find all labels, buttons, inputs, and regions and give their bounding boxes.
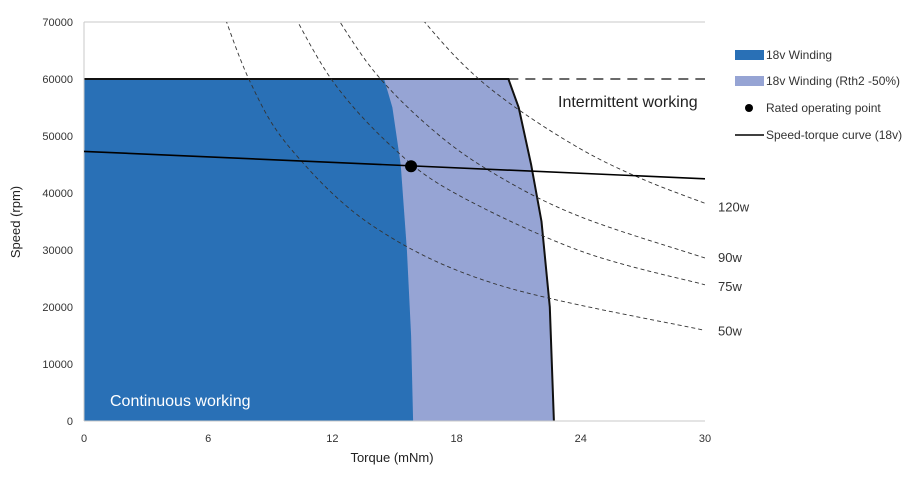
power-curve-50w xyxy=(226,22,705,331)
power-label-75w: 75w xyxy=(718,279,742,294)
x-axis-title: Torque (mNm) xyxy=(350,450,433,465)
intermittent-working-label: Intermittent working xyxy=(558,94,698,111)
power-label-90w: 90w xyxy=(718,250,742,265)
x-tick-label: 6 xyxy=(205,433,211,445)
x-tick-label: 12 xyxy=(326,433,338,445)
legend-label: Rated operating point xyxy=(766,101,881,115)
y-tick-label: 50000 xyxy=(42,131,73,143)
x-tick-label: 24 xyxy=(575,433,587,445)
power-curve-120w xyxy=(424,22,705,204)
legend-item: Rated operating point xyxy=(745,101,881,115)
x-tick-label: 30 xyxy=(699,433,711,445)
speed-torque-curve-line xyxy=(84,150,705,180)
power-labels: 120w 90w 75w 50w xyxy=(718,199,750,338)
legend-item: Speed-torque curve (18v) xyxy=(735,128,902,142)
legend-label: 18v Winding xyxy=(766,48,832,62)
y-tick-label: 60000 xyxy=(42,74,73,86)
x-axis-ticks: 0 6 12 18 24 30 xyxy=(81,433,711,445)
rated-operating-point xyxy=(405,160,418,173)
y-tick-label: 20000 xyxy=(42,302,73,314)
y-axis-ticks: 0 10000 20000 30000 40000 50000 60000 70000 xyxy=(42,17,73,428)
power-curve-75w xyxy=(297,22,705,286)
legend-swatch xyxy=(735,50,764,60)
power-label-120w: 120w xyxy=(718,199,750,214)
x-tick-label: 0 xyxy=(81,433,87,445)
rated-operating-point-group xyxy=(405,160,418,173)
power-curve-90w xyxy=(339,22,705,259)
legend-item: 18v Winding (Rth2 -50%) xyxy=(735,74,900,88)
y-tick-label: 10000 xyxy=(42,359,73,371)
legend: 18v Winding 18v Winding (Rth2 -50%) Rated … xyxy=(735,48,902,142)
legend-label: 18v Winding (Rth2 -50%) xyxy=(766,74,900,88)
y-tick-label: 0 xyxy=(67,416,73,428)
x-tick-label: 18 xyxy=(450,433,462,445)
legend-item: 18v Winding xyxy=(735,48,832,62)
winding-areas xyxy=(84,78,555,421)
legend-label: Speed-torque curve (18v) xyxy=(766,128,902,142)
y-tick-label: 40000 xyxy=(42,188,73,200)
plot-frame xyxy=(83,21,705,422)
legend-dot xyxy=(745,104,753,112)
y-axis-title: Speed (rpm) xyxy=(8,186,23,258)
y-tick-label: 70000 xyxy=(42,17,73,29)
y-tick-label: 30000 xyxy=(42,245,73,257)
speed-torque-line xyxy=(84,150,705,180)
power-label-50w: 50w xyxy=(718,323,742,338)
legend-swatch xyxy=(735,76,764,86)
continuous-working-label: Continuous working xyxy=(110,393,251,410)
power-curves xyxy=(226,22,705,331)
area-18v-winding xyxy=(84,79,414,421)
